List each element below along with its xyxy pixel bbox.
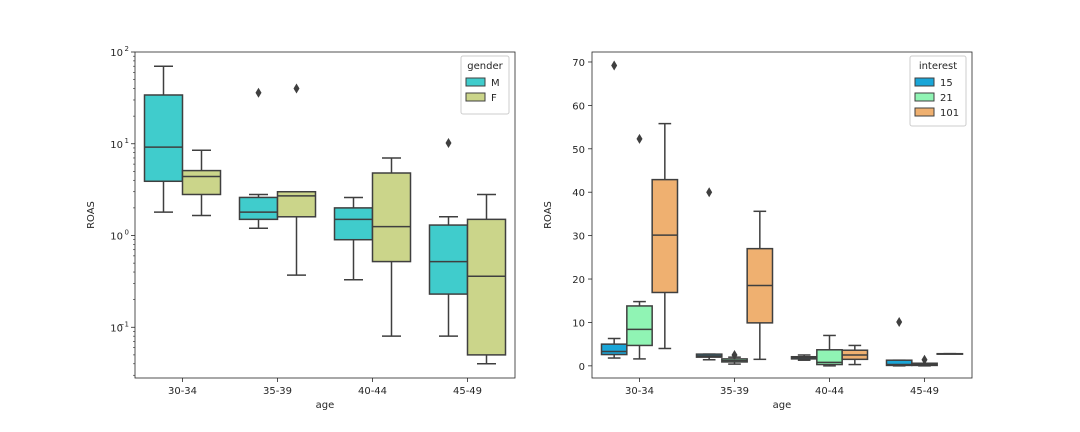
box-F-35-39 <box>276 83 317 276</box>
axes-frame <box>591 51 973 379</box>
box-M-45-49 <box>428 137 469 337</box>
x-axis-label: age <box>316 400 335 411</box>
y-tick-exponent: 0 <box>125 229 129 237</box>
box-15-35-39 <box>695 187 723 361</box>
y-tick-label: 30 <box>572 232 585 243</box>
axes-frame <box>134 51 516 379</box>
legend-title: interest <box>919 61 957 72</box>
y-tick-label: 10 <box>110 140 123 151</box>
flier-point <box>611 60 618 71</box>
box-M-40-44 <box>333 196 374 281</box>
x-tick-label: 35-39 <box>720 386 749 397</box>
y-tick-exponent: 2 <box>125 45 129 53</box>
box-body <box>238 196 279 221</box>
legend: gender MF <box>460 55 510 115</box>
y-tick-label: 10 <box>572 318 585 329</box>
y-tick-label: 40 <box>572 188 585 199</box>
flier-point <box>445 137 452 148</box>
y-tick-label: 50 <box>572 145 585 156</box>
box-M-35-39 <box>238 87 279 229</box>
box-21-45-49 <box>911 354 938 367</box>
x-tick-label: 45-49 <box>453 386 482 397</box>
x-tick-label: 30-34 <box>625 386 654 397</box>
legend-label: 15 <box>940 78 953 89</box>
flier-point <box>896 317 903 328</box>
box-101-40-44 <box>841 344 869 366</box>
legend-label: 21 <box>940 93 953 104</box>
box-101-45-49 <box>936 352 964 355</box>
box-15-45-49 <box>885 317 913 367</box>
box-body <box>626 305 653 347</box>
y-axis-label: ROAS <box>86 201 97 229</box>
box-M-30-34 <box>143 65 184 213</box>
flier-point <box>731 349 738 360</box>
y-tick-label: 0 <box>579 362 585 373</box>
y-tick-label: 10 <box>110 48 123 59</box>
box-body <box>143 94 184 183</box>
legend-swatch <box>465 92 486 102</box>
box-101-30-34 <box>651 122 679 350</box>
x-tick-label: 40-44 <box>815 386 844 397</box>
y-tick-label: 60 <box>572 101 585 112</box>
box-101-35-39 <box>746 210 774 361</box>
x-tick-label: 35-39 <box>263 386 292 397</box>
flier-point <box>921 354 928 365</box>
box-body <box>371 172 412 263</box>
y-axis-label: ROAS <box>543 201 554 229</box>
flier-point <box>636 133 643 144</box>
flier-point <box>255 87 262 98</box>
box-21-40-44 <box>816 334 843 367</box>
legend-swatch <box>465 77 486 87</box>
x-tick-label: 40-44 <box>358 386 387 397</box>
box-body <box>181 169 222 196</box>
x-tick-label: 30-34 <box>168 386 197 397</box>
legend-label: 101 <box>940 108 959 119</box>
chart-roas-by-age-interest: 0 10 20 30 40 50 60 70 30-34 35-39 40-44 45-49 age RO… <box>543 51 973 411</box>
y-tick-exponent: 1 <box>125 137 129 145</box>
box-F-30-34 <box>181 149 222 217</box>
box-F-40-44 <box>371 157 412 337</box>
x-tick-label: 45-49 <box>910 386 939 397</box>
box-body <box>651 178 679 294</box>
legend-label: M <box>491 78 500 89</box>
y-tick-label: 10 <box>110 323 123 334</box>
legend-swatch <box>914 92 935 102</box>
legend: interest 15 21 101 <box>909 55 967 127</box>
flier-point <box>706 187 713 198</box>
legend-swatch <box>914 77 935 87</box>
box-body <box>600 343 628 356</box>
x-axis-label: age <box>773 400 792 411</box>
y-tick-label: 20 <box>572 275 585 286</box>
flier-point <box>293 83 300 94</box>
box-15-30-34 <box>600 60 628 359</box>
box-F-45-49 <box>466 193 507 365</box>
legend-swatch <box>914 107 935 117</box>
box-21-35-39 <box>721 349 748 365</box>
box-body <box>466 218 507 356</box>
legend-label: F <box>491 93 497 104</box>
legend-title: gender <box>467 61 503 72</box>
box-15-40-44 <box>790 354 818 361</box>
y-tick-exponent: −1 <box>119 320 129 328</box>
box-body <box>428 224 469 295</box>
box-body <box>333 207 374 241</box>
y-tick-label: 10 <box>110 232 123 243</box>
box-21-30-34 <box>626 133 653 360</box>
y-tick-label: 70 <box>572 58 585 69</box>
